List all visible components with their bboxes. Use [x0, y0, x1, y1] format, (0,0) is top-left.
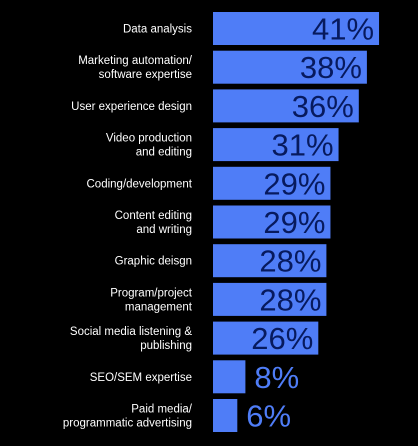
category-label-3: Video production and editing [106, 133, 192, 159]
bar-1 [213, 50, 367, 84]
category-label-10: Paid media/programmatic advertising [63, 404, 193, 430]
value-label-9: 8% [254, 360, 299, 395]
bar-10 [213, 399, 238, 432]
value-label-10: 6% [246, 399, 291, 434]
category-label-2: User experience design [71, 101, 192, 113]
category-label-7: Program/project management [110, 287, 193, 313]
category-label-1: Marketing automation/software expertise [78, 55, 193, 81]
bar-6 [213, 244, 327, 278]
bar-9 [213, 360, 246, 394]
value-label-8: 26% [251, 321, 313, 356]
bar-2 [213, 89, 359, 123]
value-label-6: 28% [259, 244, 321, 279]
value-label-5: 29% [263, 205, 325, 240]
value-label-0: 41% [312, 12, 374, 47]
category-label-8: Social media listening & publishing [70, 326, 192, 352]
value-label-3: 31% [272, 128, 334, 163]
bar-3 [213, 128, 339, 162]
bar-5 [213, 205, 331, 239]
category-label-9: SEO/SEM expertise [90, 372, 192, 384]
value-label-1: 38% [300, 50, 362, 85]
bar-0 [213, 12, 380, 45]
bars-layer: Data analysis 41% Marketing automation/sof… [63, 12, 380, 434]
bar-7 [213, 282, 327, 316]
category-label-4: Coding/development [87, 178, 193, 190]
value-label-7: 28% [259, 282, 321, 317]
bar-4 [213, 166, 331, 200]
category-label-6: Graphic deisgn [115, 256, 192, 268]
bar-8 [213, 321, 319, 355]
value-label-4: 29% [263, 166, 325, 201]
value-label-2: 36% [292, 89, 354, 124]
category-label-0: Data analysis [123, 24, 192, 36]
category-label-5: Content editing and writing [115, 210, 192, 236]
